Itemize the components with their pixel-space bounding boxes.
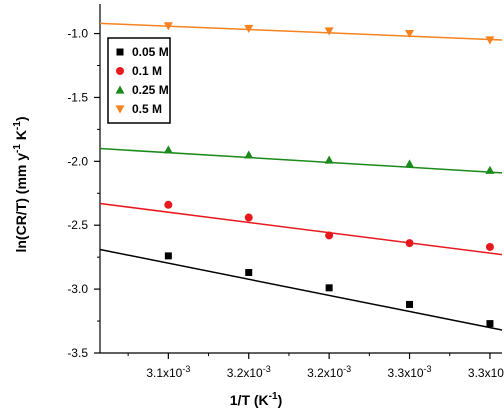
- data-point: [485, 36, 495, 45]
- data-point: [324, 155, 334, 164]
- data-point: [325, 284, 333, 292]
- fit-line: [99, 202, 503, 256]
- fit-line: [99, 248, 503, 331]
- data-point: [164, 252, 172, 260]
- data-point: [486, 320, 494, 328]
- legend-label: 0.05 M: [132, 45, 169, 59]
- y-tick-label: -2.5: [67, 218, 88, 232]
- x-tick-label: 3.2x10-3: [307, 364, 351, 380]
- data-point: [405, 29, 415, 39]
- data-point: [406, 300, 414, 308]
- data-point: [244, 24, 254, 33]
- axes: -1.0 -1.5 -2.0 -2.5 -3.0 -3.5 3.1x10-3 3.2x10-3…: [67, 4, 504, 380]
- legend: 0.05 M 0.1 M 0.25 M 0.5 M: [107, 37, 171, 124]
- legend-label: 0.5 M: [132, 102, 162, 116]
- fit-line: [99, 147, 503, 174]
- data-point: [325, 231, 334, 240]
- x-axis-title: 1/T (K-1): [230, 391, 282, 408]
- data-point: [324, 27, 334, 36]
- data-point: [485, 165, 495, 174]
- data-point: [244, 150, 254, 159]
- axis-titles: 1/T (K-1) ln(CR/T) (mm y-1 K-1): [12, 116, 282, 408]
- y-tick-label: -3.5: [67, 346, 88, 360]
- legend-marker: [115, 85, 125, 94]
- data-point: [244, 213, 253, 222]
- data-markers: [163, 22, 495, 328]
- data-point: [485, 242, 494, 251]
- data-point: [163, 145, 173, 154]
- legend-marker: [115, 105, 125, 114]
- x-tick-label: 3.1x10-3: [146, 364, 190, 380]
- y-tick-label: -1.0: [67, 27, 88, 41]
- legend-marker: [116, 48, 124, 56]
- y-tick-label: -3.0: [67, 282, 88, 296]
- data-point: [405, 239, 414, 248]
- y-tick-label: -1.5: [67, 90, 88, 104]
- y-axis-title: ln(CR/T) (mm y-1 K-1): [12, 116, 29, 252]
- x-tick-label: 3.3x10-3: [388, 364, 432, 380]
- x-tick-label: 3.3x10-3: [468, 364, 504, 380]
- y-tick-label: -2.0: [67, 154, 88, 168]
- data-point: [164, 200, 173, 209]
- legend-label: 0.1 M: [132, 64, 162, 78]
- data-point: [405, 159, 415, 168]
- data-point: [245, 269, 253, 276]
- legend-marker: [116, 67, 124, 75]
- x-tick-label: 3.2x10-3: [227, 364, 271, 380]
- data-point: [163, 22, 173, 31]
- legend-label: 0.25 M: [132, 83, 169, 97]
